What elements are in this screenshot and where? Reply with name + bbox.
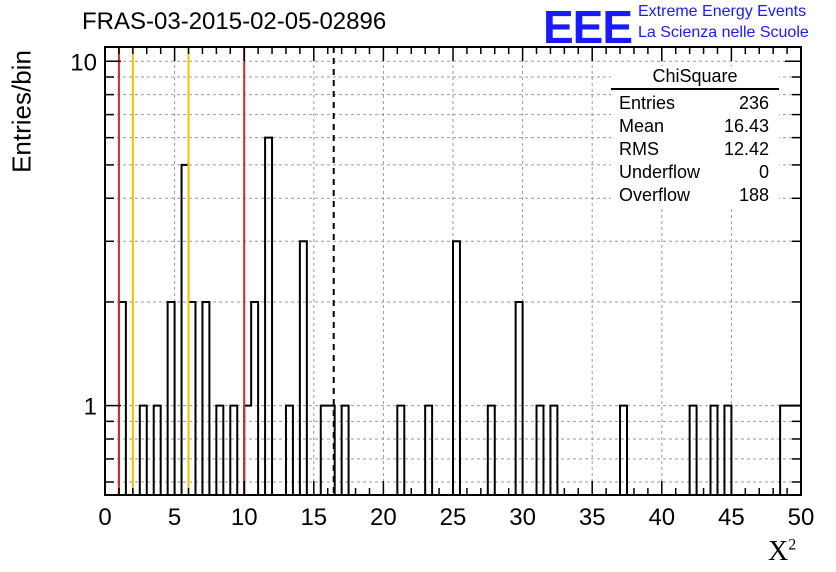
- stats-row: Underflow 0: [611, 161, 779, 184]
- eee-logo: EEE: [543, 1, 633, 53]
- stats-value: 236: [738, 93, 769, 113]
- stats-title: ChiSquare: [611, 66, 779, 90]
- x-tick-label: 50: [788, 504, 815, 531]
- stats-row: Overflow 188: [611, 184, 779, 207]
- x-tick-label: 45: [718, 504, 745, 531]
- x-tick-label: 10: [231, 504, 258, 531]
- stats-row: Entries 236: [611, 92, 779, 115]
- histogram-bin: [189, 302, 196, 495]
- x-tick-label: 5: [168, 504, 181, 531]
- x-axis-label-base: X: [768, 536, 789, 567]
- stats-label: Entries: [619, 93, 676, 113]
- x-tick-label: 0: [98, 504, 111, 531]
- x-tick-label: 20: [370, 504, 397, 531]
- histogram-bin: [202, 302, 209, 495]
- chart-title: FRAS-03-2015-02-05-02896: [82, 8, 387, 35]
- stats-value: 16.43: [723, 116, 769, 136]
- histogram-bin: [516, 302, 523, 495]
- stats-label: Overflow: [619, 185, 691, 205]
- x-tick-label: 35: [579, 504, 606, 531]
- stats-box: ChiSquare Entries 236 Mean 16.43 RMS 12.42 …: [611, 66, 779, 207]
- histogram-bin: [251, 302, 258, 495]
- y-tick-label: 1: [84, 394, 97, 421]
- stats-label: RMS: [619, 139, 659, 159]
- stats-row: RMS 12.42: [611, 138, 779, 161]
- stats-label: Mean: [619, 116, 665, 136]
- x-axis-label-sup: 2: [788, 536, 797, 554]
- stats-value: 188: [738, 185, 769, 205]
- histogram-bin: [168, 302, 175, 495]
- stats-value: 12.42: [723, 139, 769, 159]
- histogram-bin: [182, 165, 189, 495]
- y-axis-label: Entries/bin: [6, 50, 37, 173]
- x-tick-label: 15: [300, 504, 327, 531]
- x-tick-label: 25: [440, 504, 467, 531]
- histogram-bin: [265, 138, 272, 495]
- histogram-bin: [119, 302, 126, 495]
- x-tick-label: 30: [509, 504, 536, 531]
- stats-value: 0: [758, 162, 769, 182]
- x-tick-label: 40: [648, 504, 675, 531]
- y-tick-label: 10: [70, 49, 97, 76]
- logo-line-1: Extreme Energy Events: [638, 3, 807, 20]
- histogram-bin: [300, 241, 307, 495]
- logo-line-2: La Scienza nelle Scuole: [638, 24, 809, 41]
- stats-label: Underflow: [619, 162, 701, 182]
- stats-row: Mean 16.43: [611, 115, 779, 138]
- histogram-bin: [453, 241, 460, 495]
- x-axis-label: X2: [768, 536, 796, 568]
